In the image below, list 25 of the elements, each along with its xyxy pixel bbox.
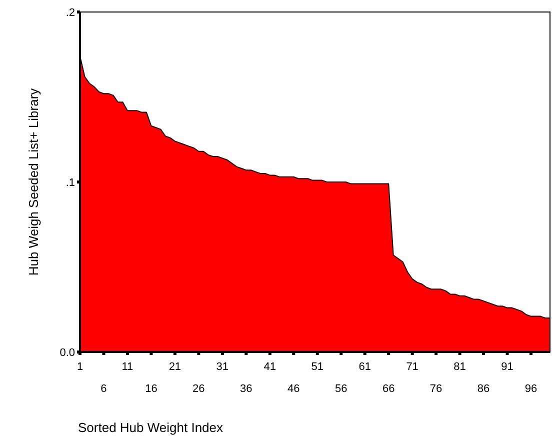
x-tick-label: 1 — [76, 361, 84, 373]
x-tick-label: 21 — [168, 361, 182, 373]
x-axis-title: Sorted Hub Weight Index — [78, 420, 224, 435]
x2-tick-label: 6 — [100, 383, 107, 395]
x-tick-label: 51 — [311, 361, 324, 373]
x2-tick-label: 36 — [240, 383, 252, 395]
y-tick-label: .1 — [66, 176, 75, 189]
x-tick-label: 11 — [122, 361, 134, 373]
x-tick-label: 81 — [454, 361, 466, 373]
x2-tick-label: 66 — [382, 383, 395, 395]
y-tick-label: .2 — [66, 6, 75, 19]
x-tick-label: 61 — [358, 361, 371, 373]
x-tick-label: 31 — [216, 361, 229, 373]
x2-tick-label: 96 — [524, 383, 538, 395]
x2-tick-label: 86 — [477, 383, 490, 395]
x-tick-label: 71 — [406, 361, 418, 373]
x2-tick-label: 76 — [430, 383, 442, 395]
x2-tick-label: 16 — [145, 383, 158, 395]
y-axis-title: Hub Weigh Seeded List+ Library — [26, 88, 41, 276]
x-tick-label: 91 — [501, 361, 514, 373]
x2-tick-label: 56 — [334, 383, 348, 395]
x-tick-label: 41 — [264, 361, 276, 373]
y-tick-label: 0.0 — [60, 346, 75, 359]
x2-tick-label: 46 — [288, 383, 300, 395]
x2-tick-label: 26 — [192, 383, 205, 395]
